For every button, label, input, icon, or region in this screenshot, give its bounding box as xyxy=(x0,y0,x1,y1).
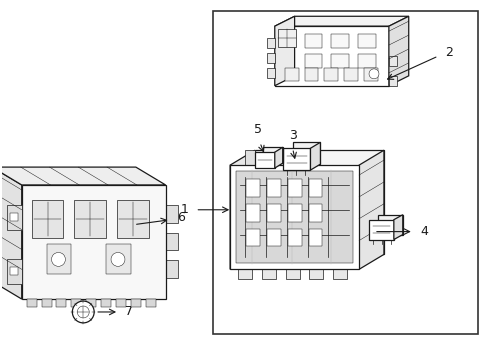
Polygon shape xyxy=(101,299,111,307)
Text: 2: 2 xyxy=(445,46,453,59)
Polygon shape xyxy=(369,220,394,239)
Polygon shape xyxy=(246,204,260,222)
Polygon shape xyxy=(305,54,322,68)
Polygon shape xyxy=(236,171,353,264)
Polygon shape xyxy=(262,269,276,279)
Polygon shape xyxy=(56,299,66,307)
Polygon shape xyxy=(333,269,347,279)
Polygon shape xyxy=(238,269,252,279)
Polygon shape xyxy=(47,244,72,274)
Polygon shape xyxy=(309,204,322,222)
Polygon shape xyxy=(286,269,299,279)
Polygon shape xyxy=(131,299,141,307)
Polygon shape xyxy=(324,68,338,81)
Polygon shape xyxy=(166,233,177,251)
Polygon shape xyxy=(245,150,255,255)
Polygon shape xyxy=(278,29,295,47)
Polygon shape xyxy=(26,299,37,307)
Polygon shape xyxy=(364,68,378,81)
Polygon shape xyxy=(166,260,177,278)
Polygon shape xyxy=(7,260,22,284)
Polygon shape xyxy=(275,16,409,26)
Bar xyxy=(213,11,478,334)
Polygon shape xyxy=(378,215,403,235)
Polygon shape xyxy=(22,185,166,299)
Polygon shape xyxy=(72,299,81,307)
Polygon shape xyxy=(358,54,376,68)
Polygon shape xyxy=(263,147,283,163)
Text: 1: 1 xyxy=(180,203,189,216)
Polygon shape xyxy=(305,68,318,81)
Polygon shape xyxy=(106,244,131,274)
Polygon shape xyxy=(230,150,255,269)
Bar xyxy=(10,213,18,221)
Polygon shape xyxy=(117,200,149,238)
Text: 4: 4 xyxy=(420,225,429,238)
Polygon shape xyxy=(285,68,298,81)
Polygon shape xyxy=(42,299,51,307)
Polygon shape xyxy=(267,38,275,48)
Polygon shape xyxy=(267,204,281,222)
Polygon shape xyxy=(331,54,349,68)
Polygon shape xyxy=(275,16,294,86)
Polygon shape xyxy=(255,152,275,168)
Polygon shape xyxy=(288,229,301,247)
Polygon shape xyxy=(288,204,301,222)
Polygon shape xyxy=(267,53,275,63)
Polygon shape xyxy=(389,16,409,86)
Polygon shape xyxy=(293,142,320,164)
Polygon shape xyxy=(32,200,63,238)
Polygon shape xyxy=(267,229,281,247)
Polygon shape xyxy=(305,34,322,48)
Polygon shape xyxy=(230,165,359,269)
Polygon shape xyxy=(344,68,358,81)
Circle shape xyxy=(111,252,125,266)
Polygon shape xyxy=(275,147,283,168)
Polygon shape xyxy=(166,205,177,223)
Text: 7: 7 xyxy=(125,306,133,319)
Polygon shape xyxy=(309,179,322,197)
Polygon shape xyxy=(7,205,22,230)
Polygon shape xyxy=(267,68,275,78)
Text: 6: 6 xyxy=(177,211,185,224)
Circle shape xyxy=(73,301,94,323)
Polygon shape xyxy=(275,26,389,86)
Bar xyxy=(10,267,18,275)
Polygon shape xyxy=(288,179,301,197)
Text: 5: 5 xyxy=(254,123,262,136)
Polygon shape xyxy=(74,200,106,238)
Polygon shape xyxy=(246,229,260,247)
Polygon shape xyxy=(0,167,166,185)
Circle shape xyxy=(369,69,379,79)
Polygon shape xyxy=(246,179,260,197)
Polygon shape xyxy=(310,269,323,279)
Polygon shape xyxy=(267,179,281,197)
Circle shape xyxy=(77,306,89,318)
Circle shape xyxy=(51,252,65,266)
Polygon shape xyxy=(255,150,384,255)
Polygon shape xyxy=(359,150,384,269)
Polygon shape xyxy=(311,142,320,170)
Polygon shape xyxy=(309,229,322,247)
Polygon shape xyxy=(146,299,156,307)
Text: 3: 3 xyxy=(289,129,296,142)
Polygon shape xyxy=(389,56,397,66)
Polygon shape xyxy=(116,299,126,307)
Polygon shape xyxy=(389,76,397,86)
Polygon shape xyxy=(86,299,96,307)
Polygon shape xyxy=(394,215,403,239)
Polygon shape xyxy=(358,34,376,48)
Polygon shape xyxy=(331,34,349,48)
Polygon shape xyxy=(283,148,311,170)
Polygon shape xyxy=(0,167,22,299)
